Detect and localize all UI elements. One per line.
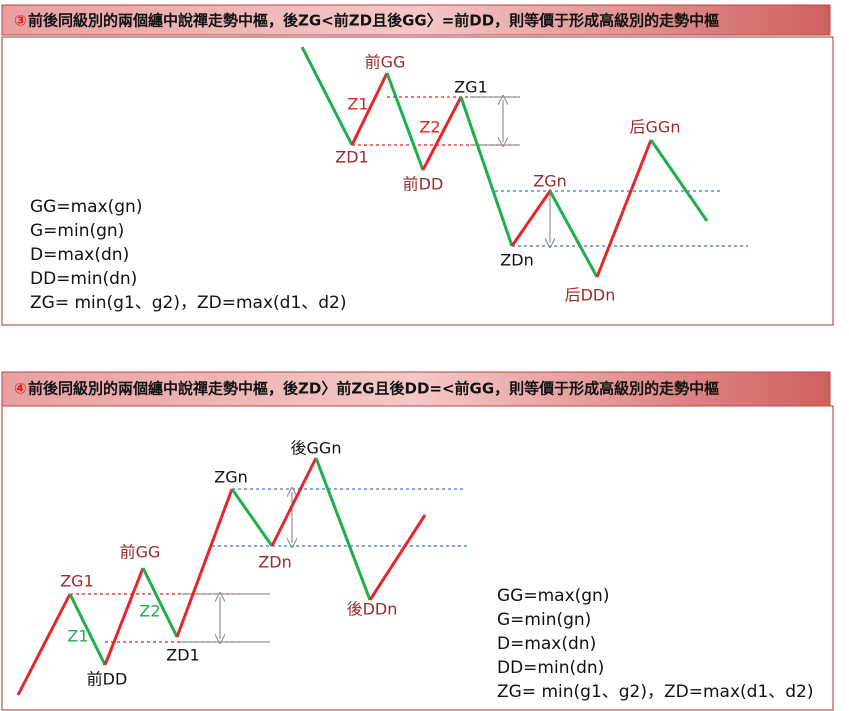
node-label: ZD1 (335, 148, 368, 167)
panel-frame (1, 36, 834, 326)
formula: ZG= min(g1、g2)，ZD=max(d1、d2) (497, 682, 814, 702)
node-label: Z2 (419, 118, 440, 137)
formula: G=min(gn) (30, 221, 124, 241)
node-label: Z1 (347, 95, 368, 114)
header-text: 前後同級別的兩個纏中說禪走勢中樞，後ZG<前ZD且後GG〉=前DD，則等價于形成… (28, 12, 719, 30)
node-label: 後GGn (291, 439, 342, 458)
header-bar (1, 4, 831, 36)
formula: GG=max(gn) (30, 197, 142, 217)
formula: ZG= min(g1、g2)，ZD=max(d1、d2) (30, 293, 347, 313)
node-label: 前DD (403, 175, 444, 194)
formula: G=min(gn) (497, 610, 591, 630)
header-bar (1, 371, 831, 407)
trend-lines (16, 457, 427, 696)
node-label: 后DDn (565, 286, 616, 305)
node-label: 前GG (120, 543, 161, 562)
node-label: ZG1 (60, 572, 94, 591)
node-label: Z2 (139, 602, 160, 621)
formula: DD=min(dn) (30, 269, 137, 289)
node-label: ZD1 (166, 646, 199, 665)
node-label: ZDn (258, 553, 291, 572)
node-label: 前DD (87, 670, 128, 689)
header-badge: ③ (14, 12, 27, 30)
node-label: ZGn (533, 172, 567, 191)
node-label: 前GG (365, 53, 406, 72)
node-label: ZGn (214, 468, 248, 487)
node-label: 后GGn (630, 118, 681, 137)
node-label: ZG1 (454, 78, 488, 97)
node-label: ZDn (500, 251, 533, 270)
formula: DD=min(dn) (497, 658, 604, 678)
formula: D=max(dn) (30, 245, 129, 265)
formula: GG=max(gn) (497, 586, 609, 606)
trend-lines (300, 46, 709, 278)
header-badge: ④ (14, 380, 27, 398)
header-text: 前後同級別的兩個纏中說禪走勢中樞，後ZD〉前ZG且後DD=<前GG，則等價于形成… (28, 380, 719, 398)
formula: D=max(dn) (497, 634, 596, 654)
labels: 前GG Z1 ZG1 Z2 ZD1 前DD ZGn ZDn 后GGn 后DDn GG=max(gn)… (30, 53, 814, 703)
node-label: 後DDn (347, 600, 398, 619)
node-label: Z1 (67, 627, 88, 646)
